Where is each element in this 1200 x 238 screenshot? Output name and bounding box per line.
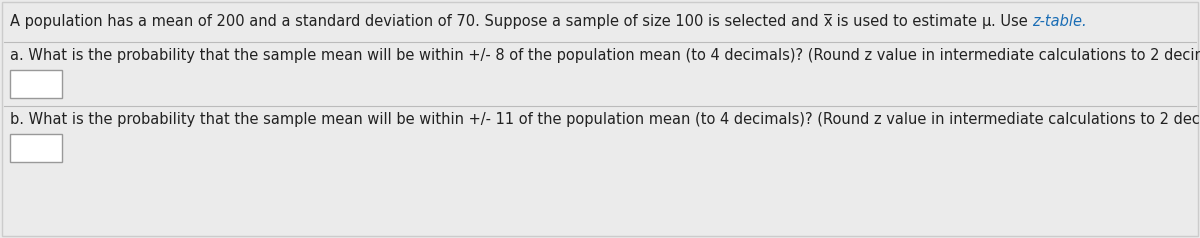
Text: x̅: x̅ <box>823 14 832 29</box>
Text: A population has a mean of 200 and a standard deviation of 70. Suppose a sample : A population has a mean of 200 and a sta… <box>10 14 823 29</box>
Text: a. What is the probability that the sample mean will be within +/- 8 of the popu: a. What is the probability that the samp… <box>10 48 1200 63</box>
Text: μ: μ <box>982 14 991 29</box>
Text: z-table.: z-table. <box>1032 14 1087 29</box>
Bar <box>10 134 62 162</box>
Text: is used to estimate: is used to estimate <box>832 14 982 29</box>
Text: b. What is the probability that the sample mean will be within +/- 11 of the pop: b. What is the probability that the samp… <box>10 112 1200 127</box>
Text: . Use: . Use <box>991 14 1032 29</box>
Bar <box>10 70 62 98</box>
